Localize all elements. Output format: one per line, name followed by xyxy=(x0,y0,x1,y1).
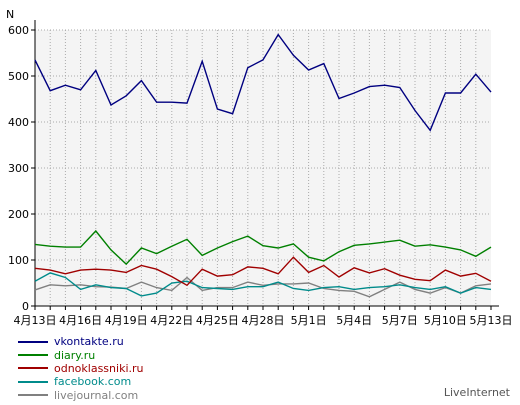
x-tick-label: 5月7日 xyxy=(382,314,418,327)
y-axis-label: N xyxy=(6,8,14,21)
legend-item-vkontakte-ru: vkontakte.ru xyxy=(18,335,144,348)
series-line-diary-ru xyxy=(34,229,492,266)
legend-swatch xyxy=(18,340,48,343)
legend-label: diary.ru xyxy=(54,348,96,362)
legend-item-diary-ru: diary.ru xyxy=(18,348,144,362)
series-line-facebook-com xyxy=(34,272,492,297)
x-tick-label: 4月16日 xyxy=(59,314,102,327)
series-line-vkontakte-ru xyxy=(34,33,492,132)
x-tick-label: 5月4日 xyxy=(336,314,372,327)
x-tick-label: 4月13日 xyxy=(14,314,57,327)
legend-swatch xyxy=(18,367,48,370)
y-tick-label: 300 xyxy=(8,162,29,175)
legend-swatch xyxy=(18,354,48,357)
legend-item-livejournal-com: livejournal.com xyxy=(18,389,144,402)
x-tick-label: 5月1日 xyxy=(291,314,327,327)
legend-swatch xyxy=(18,394,48,397)
legend-label: facebook.com xyxy=(54,375,132,389)
y-tick-label: 500 xyxy=(8,70,29,83)
y-tick-label: 0 xyxy=(22,300,29,313)
y-tick-label: 600 xyxy=(8,24,29,37)
x-tick-label: 4月25日 xyxy=(196,314,239,327)
liveinternet-brand: LiveInternet xyxy=(443,386,510,399)
legend-item-facebook-com: facebook.com xyxy=(18,375,144,388)
line-chart: N 0 100 200 300 400 500 600 4月13日 4月16日 4月19日 4月22… xyxy=(6,8,513,327)
legend-label: livejournal.com xyxy=(54,388,139,402)
x-tick-label: 5月10日 xyxy=(424,314,467,327)
legend-swatch xyxy=(18,380,48,383)
legend-label: odnoklassniki.ru xyxy=(54,361,144,375)
legend: vkontakte.ru diary.ru odnoklassniki.ru face… xyxy=(18,335,144,402)
x-tick-label: 4月22日 xyxy=(150,314,193,327)
legend-item-odnoklassniki-ru: odnoklassniki.ru xyxy=(18,362,144,375)
series-line-odnoklassniki-ru xyxy=(34,256,492,287)
legend-label: vkontakte.ru xyxy=(54,335,124,349)
x-tick-label: 4月28日 xyxy=(242,314,285,327)
y-tick-label: 100 xyxy=(8,254,29,267)
y-tick-label: 200 xyxy=(8,208,29,221)
x-tick-label: 4月19日 xyxy=(105,314,148,327)
x-tick-label: 5月13日 xyxy=(470,314,513,327)
y-tick-label: 400 xyxy=(8,116,29,129)
